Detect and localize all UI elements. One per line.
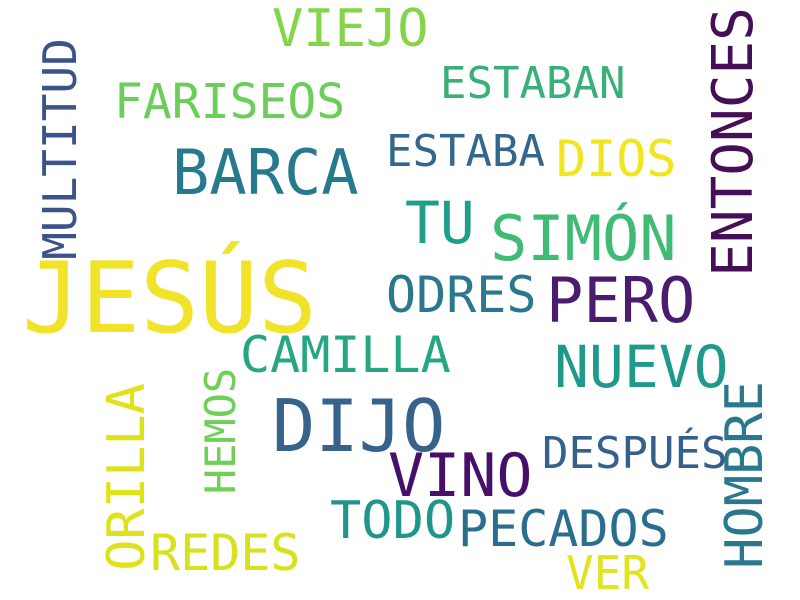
word-redes: REDES [150, 524, 301, 582]
word-despues: DESPUÉS [542, 428, 728, 479]
word-todo: TODO [330, 491, 456, 551]
word-ver: VER [566, 546, 650, 600]
word-pecados: PECADOS [458, 500, 669, 558]
word-nuevo: NUEVO [554, 333, 729, 401]
word-pero: PERO [546, 264, 696, 337]
word-viejo: VIEJO [272, 0, 429, 59]
word-estaban: ESTABAN [440, 58, 626, 109]
word-jesus: JESÚS [22, 242, 318, 356]
word-simon: SIMÓN [490, 202, 677, 275]
word-hemos: HEMOS [196, 367, 246, 495]
word-camilla: CAMILLA [240, 326, 451, 384]
word-multitud: MULTITUD [32, 38, 87, 260]
word-estaba: ESTABA [386, 126, 545, 177]
word-barca: BARCA [172, 136, 359, 209]
word-fariseos: FARISEOS [114, 74, 346, 130]
word-dijo: DIJO [272, 384, 446, 468]
word-orilla: ORILLA [96, 383, 157, 571]
word-dios: DIOS [556, 130, 677, 188]
word-odres: ODRES [386, 266, 537, 324]
word-hombre: HOMBRE [714, 381, 775, 569]
word-vino: VINO [388, 441, 533, 511]
word-entonces: ENTONCES [700, 7, 766, 277]
word-tu: TU [405, 189, 475, 257]
